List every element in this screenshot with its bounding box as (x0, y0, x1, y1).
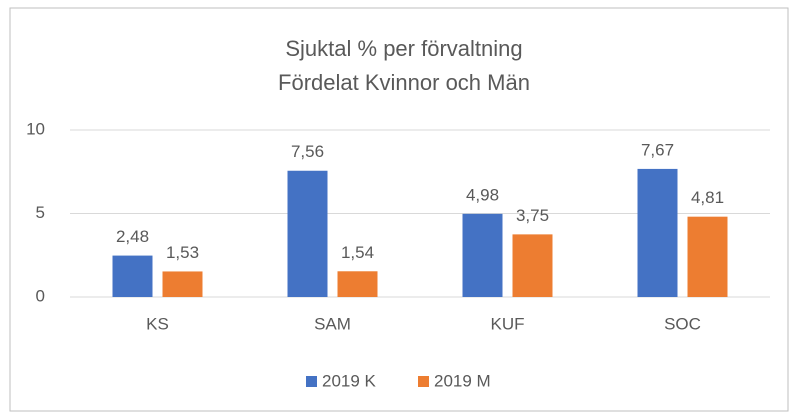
x-tick-label: SOC (664, 314, 701, 333)
legend-label: 2019 M (434, 371, 491, 390)
legend-swatch (418, 376, 429, 387)
x-tick-label: KS (146, 314, 169, 333)
bar (112, 255, 153, 297)
chart-title: Sjuktal % per förvaltning (285, 36, 522, 61)
chart-subtitle: Fördelat Kvinnor och Män (278, 70, 530, 95)
bar (637, 168, 678, 297)
y-tick-label: 0 (36, 286, 45, 305)
bar (162, 271, 203, 297)
legend-label: 2019 K (322, 371, 377, 390)
value-label: 1,54 (341, 243, 374, 262)
x-tick-label: KUF (491, 314, 525, 333)
bar (687, 216, 728, 297)
value-label: 4,98 (466, 185, 499, 204)
value-label: 1,53 (166, 243, 199, 262)
bar (287, 170, 328, 297)
y-tick-label: 5 (36, 203, 45, 222)
value-label: 3,75 (516, 206, 549, 225)
x-tick-label: SAM (314, 314, 351, 333)
legend-swatch (306, 376, 317, 387)
y-tick-label: 10 (26, 119, 45, 138)
value-label: 7,67 (641, 140, 674, 159)
bar (337, 271, 378, 297)
value-label: 7,56 (291, 142, 324, 161)
bar (462, 213, 503, 297)
value-label: 2,48 (116, 227, 149, 246)
value-label: 4,81 (691, 188, 724, 207)
bar (512, 234, 553, 297)
